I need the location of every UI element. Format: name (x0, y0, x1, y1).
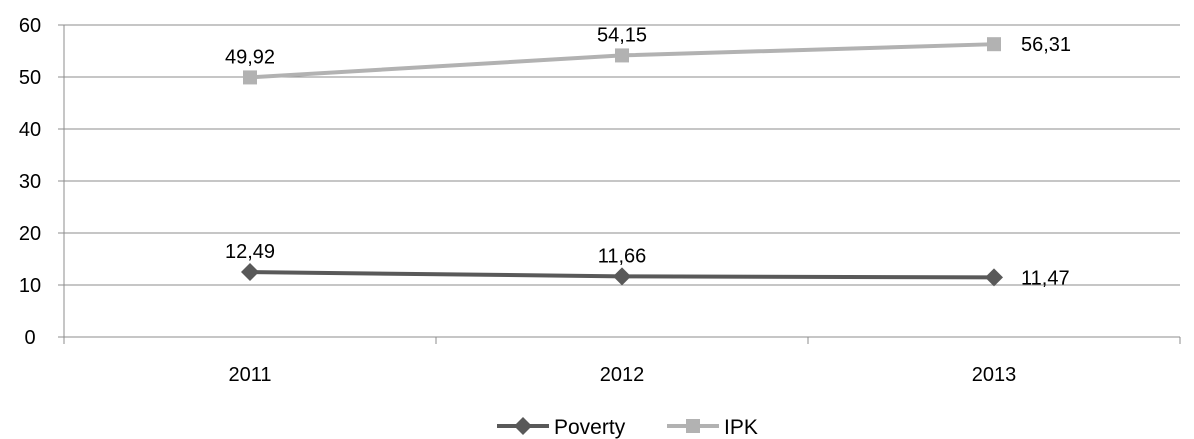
y-tick-label: 10 (19, 275, 41, 297)
y-tick-label: 50 (19, 67, 41, 89)
data-label-ipk: 56,31 (1021, 34, 1071, 56)
x-tick-label: 2011 (228, 364, 271, 386)
data-point-poverty (613, 267, 631, 286)
y-axis-tick-labels: 0 10 20 30 40 50 60 (19, 15, 41, 349)
data-point-ipk (243, 70, 257, 85)
data-point-ipk (615, 48, 629, 63)
y-tick-label: 0 (24, 327, 35, 349)
legend-swatch-marker (514, 417, 532, 435)
legend-item-poverty: Poverty (497, 416, 626, 439)
data-point-ipk (987, 37, 1001, 52)
data-label-poverty: 11,66 (598, 245, 647, 267)
y-tick-label: 60 (19, 15, 41, 37)
y-tick-label: 40 (19, 119, 41, 141)
x-axis-tick-labels: 2011 2012 2013 (228, 364, 1016, 386)
data-label-ipk: 54,15 (597, 24, 647, 46)
data-point-poverty (985, 268, 1003, 287)
data-label-ipk: 49,92 (225, 46, 275, 68)
data-point-poverty (241, 263, 259, 282)
data-labels: 12,49 11,66 11,47 49,92 54,15 56,31 (225, 24, 1071, 289)
y-tick-label: 30 (19, 171, 41, 193)
data-label-poverty: 11,47 (1021, 267, 1070, 289)
legend-label: Poverty (554, 416, 626, 439)
x-tick-label: 2012 (600, 364, 645, 386)
axes (58, 24, 1181, 344)
y-tick-label: 20 (19, 223, 41, 245)
legend-label: IPK (724, 416, 758, 439)
series-group (241, 37, 1003, 287)
x-tick-label: 2013 (972, 364, 1017, 386)
data-label-poverty: 12,49 (225, 241, 275, 263)
legend: Poverty IPK (497, 416, 758, 439)
legend-item-ipk: IPK (667, 416, 758, 439)
legend-swatch-marker (686, 419, 700, 433)
